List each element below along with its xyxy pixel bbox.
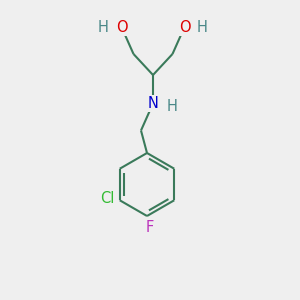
Text: H: H	[98, 20, 109, 34]
Text: O: O	[116, 20, 127, 34]
Text: H: H	[167, 99, 178, 114]
Text: N: N	[148, 96, 158, 111]
Text: F: F	[146, 220, 154, 235]
Text: H: H	[197, 20, 208, 34]
Text: O: O	[179, 20, 190, 34]
Text: Cl: Cl	[100, 191, 114, 206]
